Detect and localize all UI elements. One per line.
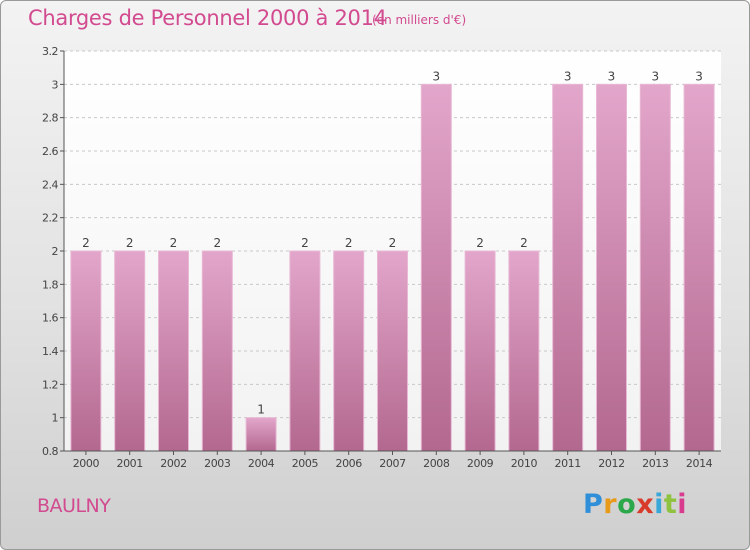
- bar-2008: [420, 83, 452, 452]
- data-label-2004: 1: [257, 403, 265, 417]
- y-tick-label: 2.8: [42, 112, 58, 125]
- logo-letter: P: [583, 489, 604, 520]
- x-tick-label-2002: 2002: [160, 457, 186, 470]
- y-tick-label: 1.8: [42, 278, 58, 291]
- x-tick-label-2012: 2012: [598, 457, 624, 470]
- x-tick-label-2004: 2004: [248, 457, 275, 470]
- y-tick-label: 2.2: [42, 212, 58, 225]
- bar-2013: [639, 83, 671, 452]
- data-label-2001: 2: [126, 236, 134, 250]
- data-label-2003: 2: [213, 236, 221, 250]
- bar-2000: [70, 250, 102, 452]
- bar-2006: [333, 250, 365, 452]
- y-tick-label: 2: [52, 245, 59, 258]
- x-tick-label-2011: 2011: [554, 457, 580, 470]
- bar-2005: [289, 250, 321, 452]
- y-tick-label: 3: [52, 78, 59, 91]
- chart-subtitle: (en milliers d'€): [372, 13, 467, 27]
- logo-letter: i: [654, 489, 664, 520]
- bar-2002: [158, 250, 189, 452]
- chart-title: Charges de Personnel 2000 à 2014: [28, 6, 387, 30]
- y-tick-label: 1.2: [42, 378, 58, 391]
- x-tick-label-2010: 2010: [511, 457, 538, 470]
- commune-name: BAULNY: [37, 495, 111, 517]
- x-tick-label-2005: 2005: [292, 457, 319, 470]
- bars: 2 2 2 2 1 2 2 2 3 2 2 3 3 3 3: [70, 69, 715, 452]
- y-tick-label: 2.6: [42, 145, 58, 158]
- logo-letter: o: [617, 489, 637, 520]
- bar-2012: [596, 83, 627, 452]
- y-tick-label: 1.6: [42, 312, 58, 325]
- data-label-2007: 2: [389, 236, 397, 250]
- proxiti-logo[interactable]: Proxiti: [583, 489, 687, 520]
- x-tick-label-2006: 2006: [335, 457, 362, 470]
- x-tick-label-2003: 2003: [204, 457, 231, 470]
- y-tick-label: 0.8: [42, 445, 58, 458]
- x-tick-label-2001: 2001: [116, 457, 142, 470]
- bar-2003: [201, 250, 233, 452]
- data-label-2012: 3: [608, 69, 616, 83]
- y-tick-label: 1.4: [42, 345, 58, 358]
- x-tick-label-2007: 2007: [379, 457, 406, 470]
- x-tick-label-2008: 2008: [423, 457, 450, 470]
- data-label-2013: 3: [651, 69, 659, 83]
- x-tick-label-2000: 2000: [73, 457, 100, 470]
- bar-2014: [683, 83, 715, 452]
- bar-2010: [508, 250, 540, 452]
- bar-2004: [245, 417, 277, 452]
- x-tick-label-2013: 2013: [642, 457, 669, 470]
- x-tick-label-2014: 2014: [686, 457, 713, 470]
- data-label-2014: 3: [695, 69, 703, 83]
- data-label-2010: 2: [520, 236, 528, 250]
- logo-letter: i: [677, 489, 688, 520]
- data-label-2006: 2: [345, 236, 353, 250]
- data-label-2002: 2: [170, 236, 178, 250]
- y-tick-label: 3.2: [42, 45, 58, 58]
- y-tick-label: 1: [52, 412, 59, 425]
- bar-2011: [552, 83, 584, 452]
- data-label-2005: 2: [301, 236, 309, 250]
- logo-letter: r: [603, 489, 618, 520]
- logo-letter: t: [663, 489, 678, 520]
- axes: 0.8 1 1.2 1.4 1.6 1.8 2 2.2 2.4 2.6 2.8 3 3.2 2000 200…: [42, 45, 721, 470]
- data-label-2008: 3: [432, 69, 440, 83]
- x-tick-label-2009: 2009: [467, 457, 494, 470]
- bar-2001: [114, 250, 146, 452]
- data-label-2009: 2: [476, 236, 484, 250]
- data-label-2000: 2: [82, 236, 90, 250]
- bar-2009: [464, 250, 496, 452]
- data-label-2011: 3: [564, 69, 572, 83]
- logo-letter: x: [636, 489, 655, 520]
- y-tick-label: 2.4: [42, 178, 58, 191]
- bar-2007: [377, 250, 408, 452]
